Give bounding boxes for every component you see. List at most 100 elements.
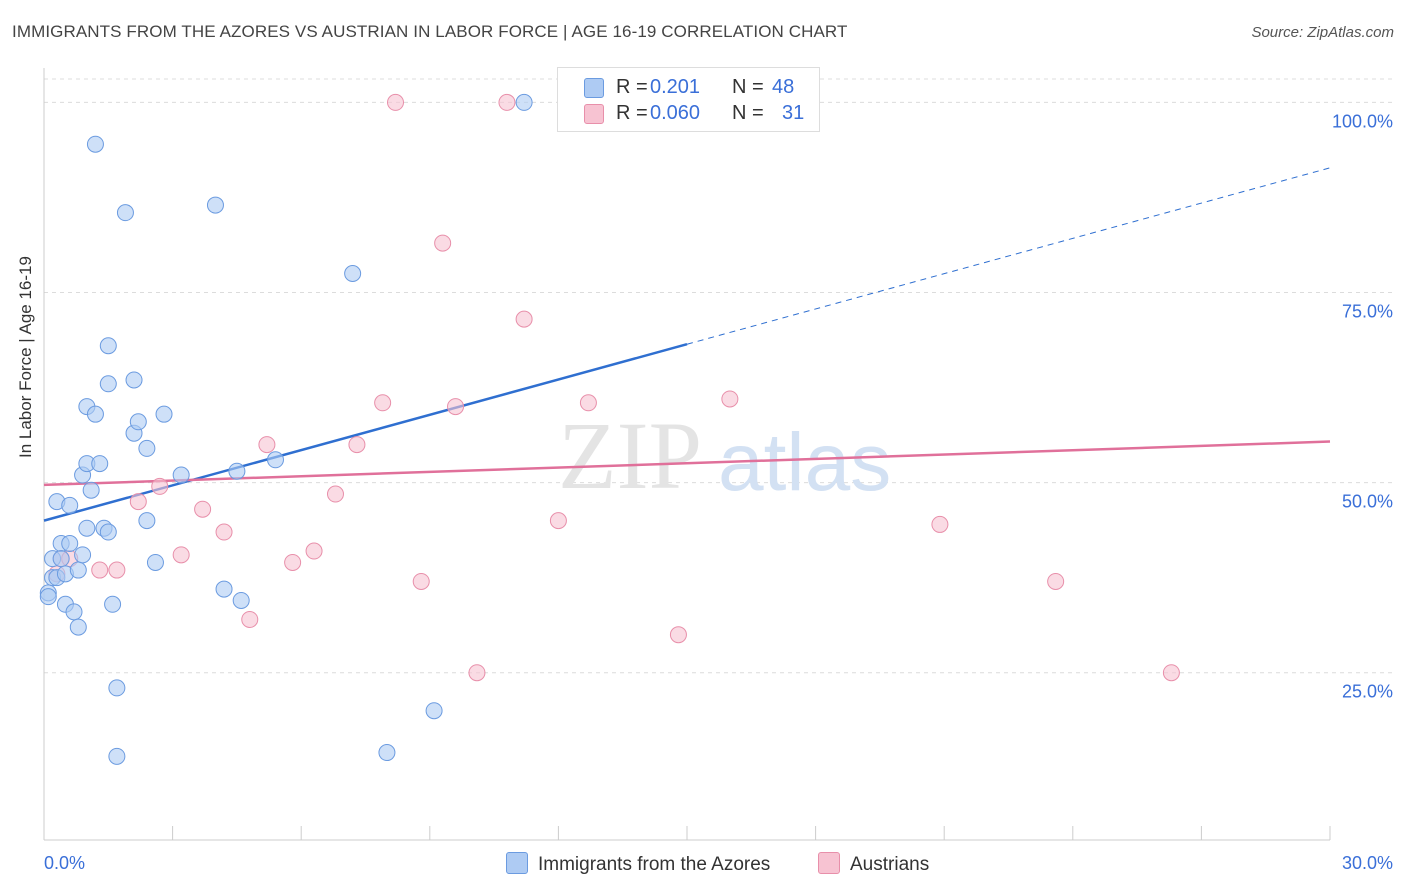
point-azores: [78, 519, 96, 537]
point-azores: [138, 439, 156, 457]
point-azores: [344, 265, 362, 283]
point-azores: [515, 93, 533, 111]
x-tick-label: 30.0%: [1342, 853, 1393, 873]
legend-swatch-azores: [584, 78, 604, 98]
point-austrians: [669, 626, 687, 644]
point-austrians: [374, 394, 392, 412]
chart-title: IMMIGRANTS FROM THE AZORES VS AUSTRIAN I…: [12, 22, 848, 41]
legend-n-label: N =: [732, 76, 764, 98]
point-azores: [266, 451, 284, 469]
point-austrians: [305, 542, 323, 560]
point-azores: [61, 496, 79, 514]
point-austrians: [108, 561, 126, 579]
bottom-legend-swatch-austrians: [818, 852, 840, 874]
trendlines: [43, 167, 1331, 522]
axes: [43, 68, 1331, 841]
point-austrians: [258, 436, 276, 454]
point-azores: [155, 405, 173, 423]
gridlines: [44, 78, 1392, 674]
trendline-austrians: [43, 440, 1331, 487]
x-tick-label: 0.0%: [44, 853, 85, 873]
point-azores: [232, 591, 250, 609]
point-azores: [69, 618, 87, 636]
point-azores: [74, 546, 92, 564]
point-azores: [206, 196, 224, 214]
point-azores: [215, 580, 233, 598]
trendline-azores: [43, 343, 688, 522]
y-axis-label: In Labor Force | Age 16-19: [16, 256, 35, 458]
y-tick-label: 75.0%: [1342, 302, 1393, 322]
watermark-atlas: atlas: [718, 417, 891, 508]
legend-swatch-austrians: [584, 104, 604, 124]
point-austrians: [515, 310, 533, 328]
point-austrians: [412, 572, 430, 590]
point-austrians: [931, 515, 949, 533]
bottom-legend-label-azores: Immigrants from the Azores: [538, 854, 771, 875]
point-azores: [108, 679, 126, 697]
legend-n-value: 31: [782, 102, 805, 124]
point-austrians: [434, 234, 452, 252]
point-azores: [61, 534, 79, 552]
point-austrians: [348, 436, 366, 454]
point-azores: [65, 603, 83, 621]
point-azores: [39, 588, 57, 606]
point-azores: [425, 702, 443, 720]
data-points: [39, 93, 1180, 765]
legend-r-label: R =: [616, 76, 648, 98]
legend-r-label: R =: [616, 102, 648, 124]
bottom-legend-azores: Immigrants from the Azores: [506, 852, 770, 876]
correlation-legend: R = 0.201 N = 48 R = 0.060 N = 31: [557, 67, 820, 132]
point-austrians: [1162, 664, 1180, 682]
point-azores: [99, 375, 117, 393]
point-azores: [86, 135, 104, 153]
point-azores: [86, 405, 104, 423]
point-austrians: [1047, 572, 1065, 590]
point-austrians: [326, 485, 344, 503]
point-azores: [116, 204, 134, 222]
legend-r-value: 0.060: [650, 102, 701, 124]
watermark-zip: ZIP: [558, 402, 702, 509]
legend-n-label: N =: [732, 102, 764, 124]
point-austrians: [241, 610, 259, 628]
point-azores: [146, 553, 164, 571]
legend-r-value: 0.201: [650, 76, 701, 98]
point-austrians: [447, 398, 465, 416]
point-azores: [378, 744, 396, 762]
point-azores: [104, 595, 122, 613]
point-azores: [125, 371, 143, 389]
bottom-legend-austrians: Austrians: [818, 852, 929, 876]
point-azores: [228, 462, 246, 480]
point-austrians: [129, 493, 147, 511]
point-azores: [129, 413, 147, 431]
legend-n-value: 48: [772, 76, 795, 98]
y-tick-label: 25.0%: [1342, 682, 1393, 702]
y-tick-label: 50.0%: [1342, 492, 1393, 512]
x-tick-labels: 0.0% 30.0%: [44, 853, 1393, 873]
source-label: Source: ZipAtlas.com: [1251, 24, 1394, 41]
point-austrians: [549, 512, 567, 530]
point-azores: [82, 481, 100, 499]
point-austrians: [579, 394, 597, 412]
point-austrians: [215, 523, 233, 541]
y-tick-labels: 25.0% 50.0% 75.0% 100.0%: [1332, 111, 1393, 701]
point-austrians: [721, 390, 739, 408]
point-azores: [69, 561, 87, 579]
point-azores: [99, 337, 117, 355]
point-austrians: [468, 664, 486, 682]
point-austrians: [172, 546, 190, 564]
point-austrians: [498, 93, 516, 111]
point-azores: [99, 523, 117, 541]
bottom-legend-label-austrians: Austrians: [850, 854, 930, 875]
watermark: ZIP atlas: [558, 402, 891, 509]
point-austrians: [387, 93, 405, 111]
bottom-legend-swatch-azores: [506, 852, 528, 874]
y-tick-label: 100.0%: [1332, 111, 1393, 131]
point-austrians: [284, 553, 302, 571]
point-azores: [91, 455, 109, 473]
point-austrians: [151, 477, 169, 495]
point-azores: [108, 747, 126, 765]
point-azores: [172, 466, 190, 484]
point-austrians: [91, 561, 109, 579]
point-azores: [52, 550, 70, 568]
